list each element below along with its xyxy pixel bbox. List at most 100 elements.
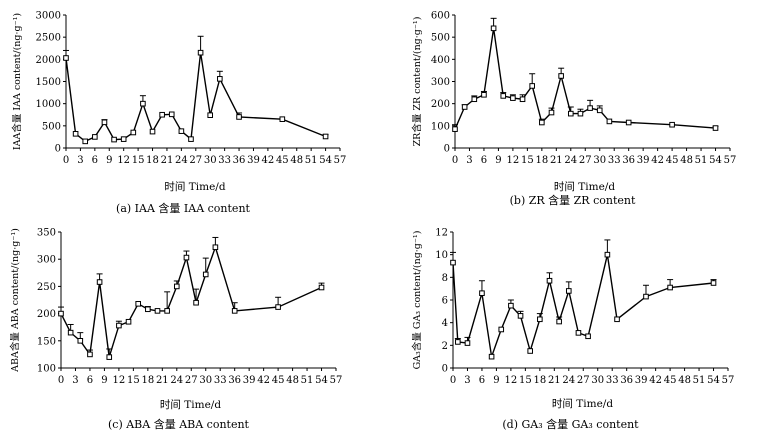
x-tick-label: 51 [693,375,706,386]
x-tick-label: 30 [204,155,217,166]
data-point [479,290,485,296]
data-point [173,283,180,290]
x-tick-label: 54 [315,375,328,386]
y-tick-label: 300 [37,255,56,266]
x-tick-label: 27 [189,155,202,166]
data-point [669,121,675,128]
x-tick-label: 54 [709,155,722,166]
data-point [587,105,593,111]
data-point [164,308,170,314]
data-point [667,284,673,291]
x-tick-label: 0 [58,375,64,386]
data-point [604,251,611,258]
data-point [212,244,219,251]
x-tick-label: 18 [146,155,159,166]
y-tick-label: 3000 [36,11,61,22]
data-point [517,313,524,319]
data-point [140,100,146,107]
series-line [65,52,326,143]
data-point [101,119,108,126]
series-line [452,254,714,357]
x-tick-label: 21 [548,375,561,386]
data-point [58,310,64,317]
data-point [464,340,471,346]
x-tick-label: 15 [127,375,140,386]
data-point [154,308,161,314]
data-point [625,119,632,126]
data-point [508,302,514,309]
x-tick-label: 45 [664,375,677,386]
x-tick-label: 15 [521,155,534,166]
data-point [193,299,199,306]
data-point [159,111,165,118]
x-tick-label: 36 [233,155,246,166]
x-axis-label: 时间 Time/d [160,398,221,411]
y-tick-label: 1500 [36,77,61,88]
data-point [548,109,555,116]
data-point [529,83,535,89]
data-point [188,136,194,142]
x-tick-label: 12 [117,155,130,166]
y-tick-label: 12 [435,228,448,239]
data-point [471,96,478,103]
x-tick-label: 21 [161,155,174,166]
data-point [92,134,98,140]
data-point [67,329,74,336]
data-point [527,348,533,354]
panel-caption: (d) GA₃ 含量 GA₃ content [502,417,639,431]
x-tick-label: 33 [218,155,231,166]
chart-panel-0: 0 3 6 9 12 15 18 21 24 27 30 33 36 39 42 45 48 51 54 570500… [11,11,346,216]
data-point [202,271,209,278]
data-point [575,330,582,336]
y-tick-label: 500 [431,33,450,44]
panel-caption: (c) ABA 含量 ABA content [108,417,250,431]
panel-caption: (b) ZR 含量 ZR content [510,193,636,207]
data-point [77,338,84,344]
data-point [614,316,620,323]
x-tick-label: 21 [156,375,169,386]
x-tick-label: 39 [635,375,648,386]
x-tick-label: 24 [170,375,183,386]
x-tick-label: 33 [606,375,619,386]
data-point [106,354,113,360]
series-line [60,244,322,358]
data-point [207,112,214,118]
x-tick-label: 54 [319,155,332,166]
data-point [567,110,574,117]
chart-panel-3: 0 3 6 9 12 15 18 21 24 27 30 33 36 39 42 45 48 51 54 570246… [411,228,734,432]
data-point [565,288,572,294]
x-tick-label: 51 [305,155,318,166]
x-tick-label: 45 [666,155,679,166]
data-point [585,333,591,340]
x-tick-label: 39 [247,155,260,166]
y-tick-label: 2500 [36,33,61,44]
data-point [490,25,497,32]
y-tick-label: 6 [442,296,448,307]
data-point [510,95,516,101]
data-point [168,111,175,118]
x-tick-label: 9 [106,155,112,166]
x-tick-label: 48 [680,155,693,166]
data-point [197,49,204,56]
x-tick-label: 12 [505,375,518,386]
x-tick-label: 24 [175,155,188,166]
y-axis-label: IAA含量 IAA content/(ng·g⁻¹) [11,13,23,150]
x-tick-label: 6 [481,155,487,166]
x-axis-label: 时间 Time/d [554,180,615,193]
x-tick-label: 21 [550,155,563,166]
x-tick-label: 3 [72,375,78,386]
x-tick-label: 18 [141,375,154,386]
y-tick-label: 2000 [36,55,61,66]
data-point [178,128,185,134]
data-point [500,93,507,99]
chart-panel-2: 0 3 6 9 12 15 18 21 24 27 30 33 36 39 42 45 48 51 54 571001… [9,228,342,432]
x-tick-label: 51 [695,155,708,166]
data-point [452,126,458,132]
y-tick-label: 4 [442,318,448,329]
y-tick-label: 500 [42,121,61,132]
y-tick-label: 100 [431,121,450,132]
x-tick-label: 6 [87,375,93,386]
x-tick-label: 51 [301,375,314,386]
x-tick-label: 33 [214,375,227,386]
x-tick-label: 30 [593,155,606,166]
